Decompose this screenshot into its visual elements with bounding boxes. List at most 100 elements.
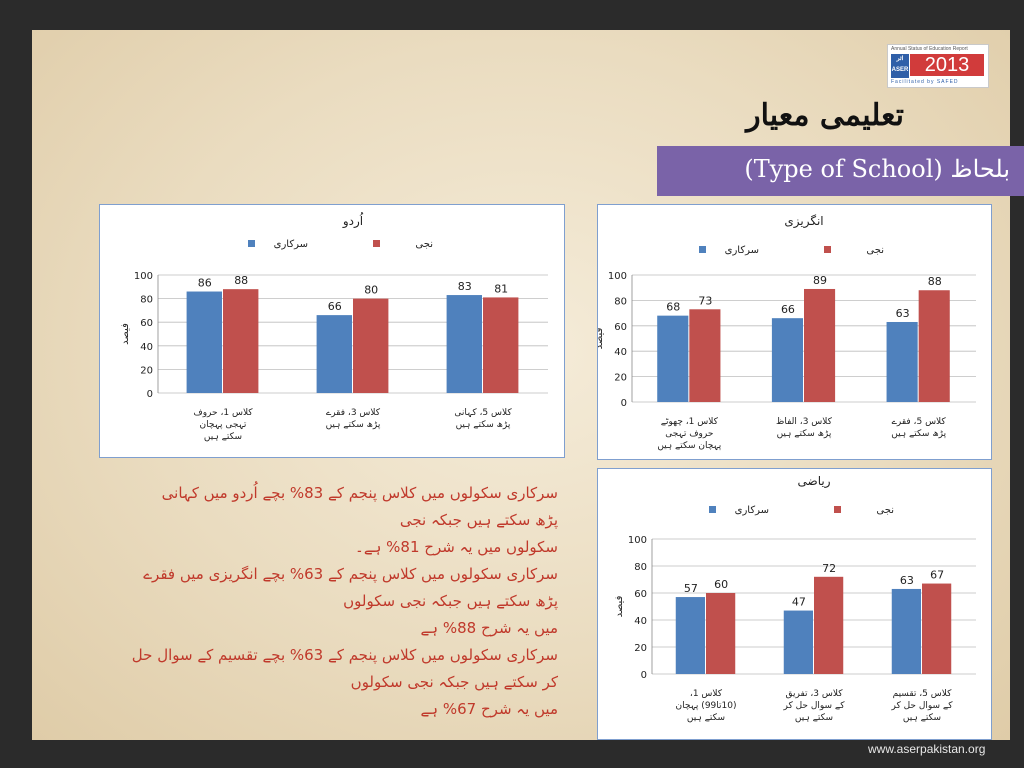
y-tick-label: 40 [140, 342, 153, 353]
summary-line: میں یہ شرح 88% ہے [420, 619, 558, 637]
data-label: 86 [198, 277, 212, 290]
x-tick-label: کلاس 1، حروف تہجی پہچان سکتے ہیں [193, 408, 253, 442]
legend-label-government: سرکاری [725, 245, 759, 256]
data-label: 63 [900, 574, 914, 587]
data-label: 67 [930, 569, 944, 582]
y-tick-label: 80 [634, 562, 647, 573]
urdu-chart: اُردو سرکاری نجی 0 20 40 60 80 100 فیصد 86 88 کلاس 1… [120, 211, 548, 442]
bar-government [446, 295, 482, 393]
data-label: 88 [234, 274, 248, 287]
y-tick-label: 20 [614, 373, 627, 384]
website-url: www.aserpakistan.org [868, 742, 986, 756]
y-tick-label: 40 [614, 347, 627, 358]
chart-title: انگریزی [784, 214, 823, 229]
aser-logo: Annual Status of Education Report اثر ASE… [887, 44, 989, 88]
legend-swatch-private [373, 240, 380, 247]
x-tick-label: کلاس 3، تفریق کے سوال حل کر سکتے ہیں [782, 689, 845, 723]
page-title: تعلیمی معیار [746, 98, 904, 133]
bar-private [223, 289, 259, 393]
data-label: 89 [813, 274, 827, 287]
bar-government [783, 610, 813, 674]
data-label: 63 [896, 307, 910, 320]
summary-text: سرکاری سکولوں میں کلاس پنجم کے 83% بچے ا… [38, 480, 558, 723]
summary-line: سرکاری سکولوں میں کلاس پنجم کے 63% بچے ت… [131, 646, 558, 664]
math-chart-panel: ریاضی سرکاری نجی 0 20 40 60 80 100 فیصد 57 60 کلاس 1… [597, 468, 992, 740]
bar-private [918, 290, 950, 402]
english-chart-panel: انگریزی سرکاری نجی 0 20 40 60 80 100 فیصد 68 73 کلاس… [597, 204, 992, 460]
legend-swatch-private [834, 506, 841, 513]
bar-private [689, 309, 721, 402]
legend-swatch-government [248, 240, 255, 247]
y-tick-label: 0 [621, 398, 627, 409]
data-label: 57 [684, 582, 698, 595]
legend-swatch-private [824, 246, 831, 253]
summary-line: میں یہ شرح 67% ہے [420, 700, 558, 718]
chart-title: ریاضی [798, 474, 831, 489]
bar-government [675, 597, 705, 674]
y-tick-label: 80 [614, 296, 627, 307]
x-tick-label: کلاس 1، چھوٹے حروف تہجی پہچان سکتے ہیں [657, 417, 721, 451]
summary-line: سرکاری سکولوں میں کلاس پنجم کے 83% بچے ا… [161, 484, 558, 502]
bar-private [483, 297, 519, 393]
y-tick-label: 0 [147, 389, 153, 400]
data-label: 80 [364, 284, 378, 297]
summary-line: سرکاری سکولوں میں کلاس پنجم کے 63% بچے ا… [143, 565, 558, 583]
y-tick-label: 80 [140, 295, 153, 306]
summary-line: پڑھ سکتے ہیں جبکہ نجی سکولوں [343, 592, 558, 610]
logo-facilitated: Facilitated by SAFED [891, 79, 959, 85]
legend-label-private: نجی [866, 245, 884, 256]
y-tick-label: 0 [641, 670, 647, 681]
legend-label-government: سرکاری [274, 239, 308, 250]
logo-aser-mark: اثر ASER [891, 54, 909, 78]
x-tick-label: کلاس 5، فقرے پڑھ سکتے ہیں [891, 417, 946, 439]
legend-swatch-government [709, 506, 716, 513]
summary-line: سکولوں میں یہ شرح 81% ہے۔ [355, 538, 558, 556]
legend-label-private: نجی [415, 239, 433, 250]
subtitle-banner: بلحاظ (Type of School) [657, 146, 1024, 196]
y-tick-label: 20 [634, 643, 647, 654]
bar-private [814, 576, 844, 674]
y-axis-label: فیصد [614, 595, 625, 617]
bar-government [771, 318, 803, 402]
data-label: 72 [822, 562, 836, 575]
x-tick-label: کلاس 3، فقرے پڑھ سکتے ہیں [326, 408, 381, 430]
data-label: 66 [328, 300, 342, 313]
bar-government [657, 315, 689, 402]
data-label: 88 [928, 275, 942, 288]
y-tick-label: 20 [140, 365, 153, 376]
english-chart: انگریزی سرکاری نجی 0 20 40 60 80 100 فیصد 68 73 کلاس… [598, 214, 976, 451]
legend-swatch-government [699, 246, 706, 253]
bar-private [922, 583, 952, 674]
y-tick-label: 100 [608, 271, 627, 282]
bar-private [353, 298, 389, 393]
summary-line: کر سکتے ہیں جبکہ نجی سکولوں [350, 673, 558, 691]
y-tick-label: 60 [634, 589, 647, 600]
x-tick-label: کلاس 1، (10تا99) پہچان سکتے ہیں [676, 689, 737, 723]
y-tick-label: 100 [134, 271, 153, 282]
x-tick-label: کلاس 5، تقسیم کے سوال حل کر سکتے ہیں [890, 689, 953, 723]
data-label: 47 [792, 596, 806, 609]
bar-government [316, 315, 352, 393]
y-tick-label: 60 [614, 322, 627, 333]
bar-government [886, 321, 918, 402]
urdu-chart-panel: اُردو سرکاری نجی 0 20 40 60 80 100 فیصد 86 88 کلاس 1… [99, 204, 565, 458]
y-tick-label: 60 [140, 318, 153, 329]
y-axis-label: فیصد [598, 327, 605, 349]
data-label: 60 [714, 578, 728, 591]
x-tick-label: کلاس 3، الفاظ پڑھ سکتے ہیں [776, 417, 833, 439]
bar-government [186, 291, 222, 393]
bar-government [891, 588, 921, 674]
data-label: 73 [698, 294, 712, 307]
data-label: 68 [666, 301, 680, 314]
summary-line: پڑھ سکتے ہیں جبکہ نجی [399, 511, 558, 529]
chart-title: اُردو [342, 211, 364, 229]
math-chart: ریاضی سرکاری نجی 0 20 40 60 80 100 فیصد 57 60 کلاس 1… [614, 474, 976, 723]
legend-label-private: نجی [876, 505, 894, 516]
y-axis-label: فیصد [120, 323, 131, 345]
x-tick-label: کلاس 5، کہانی پڑھ سکتے ہیں [454, 408, 512, 430]
data-label: 81 [494, 282, 508, 295]
bar-private [804, 288, 836, 402]
y-tick-label: 100 [628, 535, 647, 546]
bar-private [706, 593, 736, 674]
logo-year: 2013 [910, 54, 984, 76]
